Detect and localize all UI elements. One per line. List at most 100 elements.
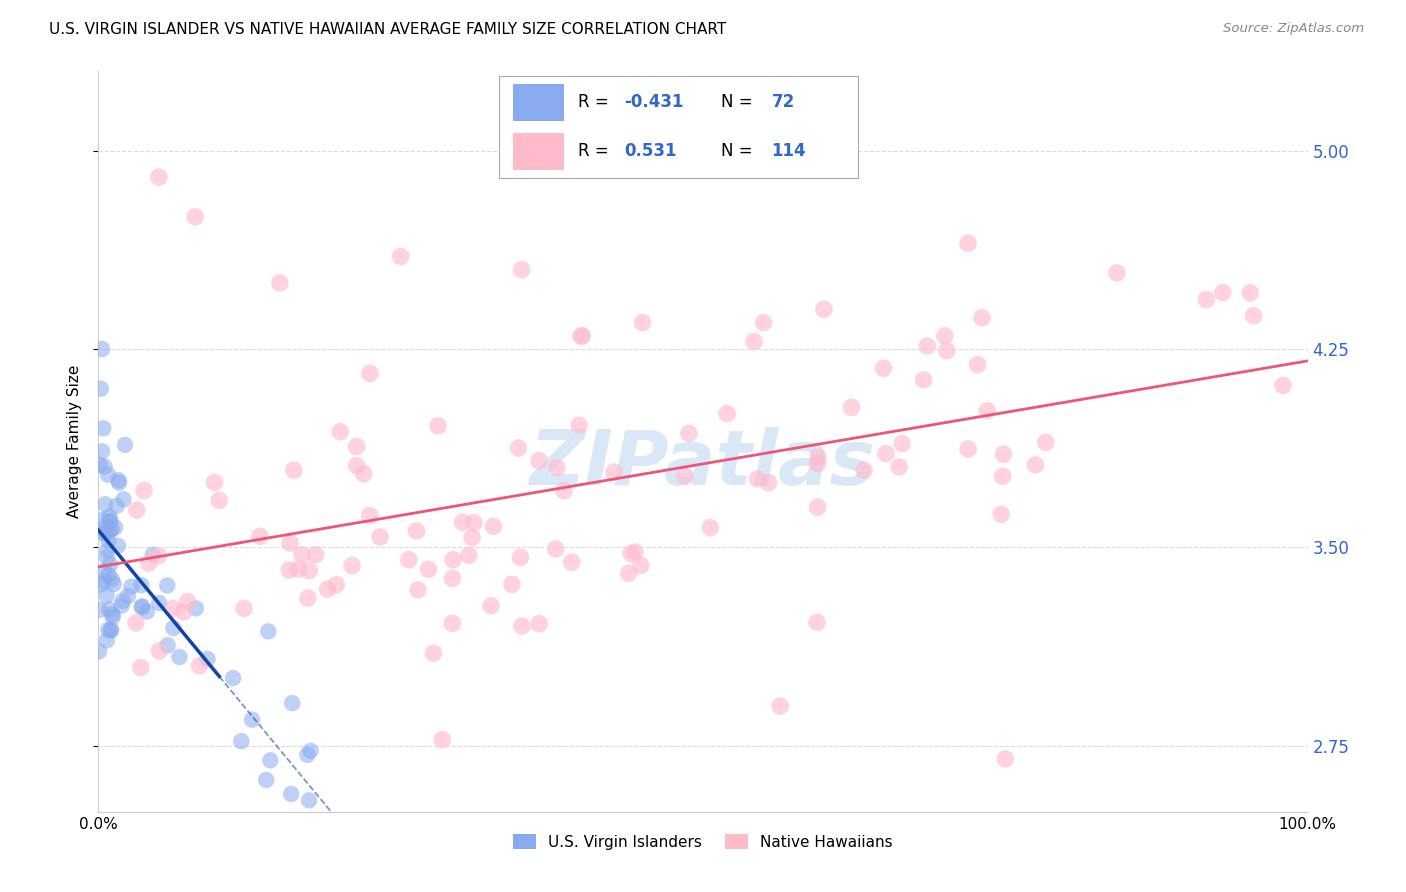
Point bbox=[769, 699, 792, 714]
Point bbox=[96, 633, 118, 648]
Point bbox=[678, 426, 700, 441]
Text: N =: N = bbox=[721, 142, 754, 160]
Point bbox=[105, 499, 128, 513]
Point bbox=[813, 302, 835, 317]
Point bbox=[233, 601, 256, 615]
Point bbox=[872, 361, 894, 376]
Point bbox=[98, 558, 121, 572]
Point bbox=[807, 500, 830, 515]
Point bbox=[269, 276, 291, 290]
Point bbox=[617, 566, 640, 581]
Point bbox=[96, 543, 118, 558]
Point bbox=[1212, 285, 1234, 300]
Point bbox=[93, 574, 115, 589]
Point bbox=[752, 316, 775, 330]
Point bbox=[806, 615, 828, 630]
Text: 72: 72 bbox=[772, 94, 794, 112]
Point bbox=[457, 549, 479, 563]
Point bbox=[571, 329, 593, 343]
Point bbox=[91, 342, 114, 356]
Point bbox=[853, 463, 876, 477]
Point bbox=[441, 553, 464, 567]
Point bbox=[325, 578, 347, 592]
Point bbox=[278, 536, 301, 550]
Point bbox=[368, 530, 391, 544]
Point bbox=[389, 250, 412, 264]
Point bbox=[441, 616, 464, 631]
Point bbox=[156, 578, 179, 592]
Point bbox=[966, 358, 988, 372]
Point bbox=[299, 744, 322, 758]
Point bbox=[1105, 266, 1128, 280]
Text: R =: R = bbox=[578, 94, 609, 112]
Point bbox=[91, 421, 114, 435]
Point bbox=[297, 591, 319, 605]
Point bbox=[280, 787, 302, 801]
Point bbox=[107, 539, 129, 553]
Point bbox=[138, 556, 160, 570]
Point bbox=[398, 552, 420, 566]
Legend: U.S. Virgin Islanders, Native Hawaiians: U.S. Virgin Islanders, Native Hawaiians bbox=[508, 828, 898, 856]
Point bbox=[259, 753, 281, 767]
Point bbox=[298, 793, 321, 807]
Point bbox=[257, 624, 280, 639]
Point bbox=[912, 373, 935, 387]
Point bbox=[291, 548, 314, 562]
Point bbox=[108, 475, 131, 490]
Point bbox=[508, 441, 530, 455]
Point bbox=[97, 568, 120, 582]
Point bbox=[441, 571, 464, 585]
Point bbox=[353, 467, 375, 481]
Point bbox=[125, 503, 148, 517]
Point bbox=[568, 418, 591, 433]
Point bbox=[240, 713, 263, 727]
Point bbox=[957, 442, 980, 456]
Text: R =: R = bbox=[578, 142, 609, 160]
Point bbox=[510, 619, 533, 633]
Point bbox=[405, 524, 427, 538]
Point bbox=[162, 601, 184, 615]
Point bbox=[527, 453, 550, 467]
Point bbox=[222, 671, 245, 685]
Point bbox=[1195, 293, 1218, 307]
Point bbox=[232, 831, 254, 846]
Point bbox=[98, 509, 121, 524]
Point bbox=[97, 467, 120, 482]
Point bbox=[482, 519, 505, 533]
Point bbox=[96, 550, 118, 565]
Point bbox=[162, 621, 184, 635]
Point bbox=[406, 582, 429, 597]
Point bbox=[841, 401, 863, 415]
Point bbox=[304, 548, 326, 562]
Point bbox=[359, 367, 381, 381]
Point bbox=[111, 593, 134, 607]
Point bbox=[603, 465, 626, 479]
Point bbox=[479, 599, 502, 613]
Point bbox=[994, 752, 1017, 766]
Point bbox=[93, 459, 115, 474]
Point bbox=[148, 549, 170, 563]
Point bbox=[254, 772, 277, 787]
Point bbox=[418, 562, 440, 576]
Point bbox=[747, 472, 769, 486]
Point bbox=[993, 447, 1015, 461]
Point bbox=[509, 550, 531, 565]
Point bbox=[887, 459, 910, 474]
Point bbox=[101, 573, 124, 587]
Point bbox=[990, 508, 1012, 522]
Point bbox=[103, 577, 125, 591]
Point bbox=[148, 596, 170, 610]
Point bbox=[148, 170, 170, 185]
Point bbox=[96, 589, 118, 603]
Point bbox=[97, 533, 120, 548]
Point bbox=[91, 525, 114, 540]
Point bbox=[283, 463, 305, 477]
Point bbox=[112, 492, 135, 507]
Point bbox=[546, 460, 568, 475]
Point bbox=[935, 343, 957, 358]
Point bbox=[716, 407, 738, 421]
Point bbox=[91, 444, 114, 458]
Point bbox=[104, 520, 127, 534]
Point bbox=[98, 602, 121, 616]
Point bbox=[114, 438, 136, 452]
